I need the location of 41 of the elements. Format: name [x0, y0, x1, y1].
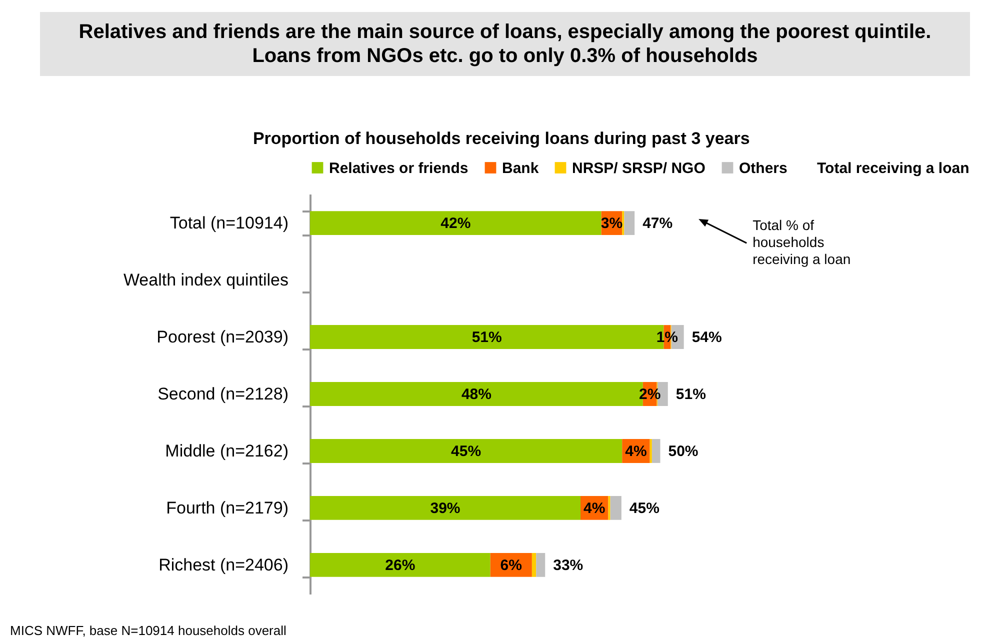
data-label: 26% — [385, 556, 416, 574]
data-label: 45% — [451, 442, 482, 460]
bar — [536, 552, 546, 577]
y-tick-label: Second (n=2128) — [158, 384, 288, 404]
data-label: 48% — [461, 386, 492, 403]
bar — [652, 439, 660, 463]
legend-label: Relatives or friends — [329, 160, 468, 177]
total-label: 54% — [692, 329, 722, 346]
y-tick-label: Fourth (n=2179) — [166, 498, 288, 518]
bar — [610, 496, 622, 520]
y-tick-label: Middle (n=2162) — [165, 441, 288, 460]
chart-title: Relatives and friends are the main source of loans, especially among the poorest quintile. Loans from NGOs etc. go to only 0.3% of households — [40, 12, 970, 76]
y-tick-label: Poorest (n=2039) — [156, 328, 288, 347]
data-label: 4% — [625, 442, 647, 460]
data-label: 51% — [472, 329, 502, 346]
text: Total % of households receiving a loan — [752, 217, 852, 268]
total-label: 47% — [642, 215, 673, 232]
data-label: 39% — [430, 500, 460, 517]
legend-title: Total receiving a loan — [817, 160, 970, 177]
y-tick-label: Total (n=10914) — [170, 214, 288, 233]
y-tick-label: Richest (n=2406) — [158, 555, 288, 574]
bar — [310, 496, 580, 520]
bar — [310, 552, 490, 577]
data-label: 6% — [500, 556, 522, 574]
legend-label: Bank — [502, 160, 540, 177]
bar — [310, 439, 622, 463]
y-tick-label: Wealth index quintiles — [123, 270, 288, 290]
data-label: 42% — [440, 215, 471, 232]
bar — [532, 552, 536, 577]
total-label: 33% — [553, 556, 584, 574]
text: MICS NWFF, base N=10914 households overall — [10, 623, 286, 638]
data-label: 4% — [584, 500, 606, 517]
chart-subtitle: Proportion of households receiving loans during past 3 years — [252, 129, 750, 148]
total-label: 50% — [668, 442, 698, 460]
legend-label: Others — [739, 160, 788, 177]
data-label: 3% — [600, 215, 623, 232]
total-label: 45% — [629, 500, 660, 517]
bar — [310, 211, 602, 236]
total-label: 51% — [676, 386, 706, 403]
legend-label: NRSP/ SRSP/ NGO — [572, 160, 706, 177]
bar — [624, 211, 635, 236]
